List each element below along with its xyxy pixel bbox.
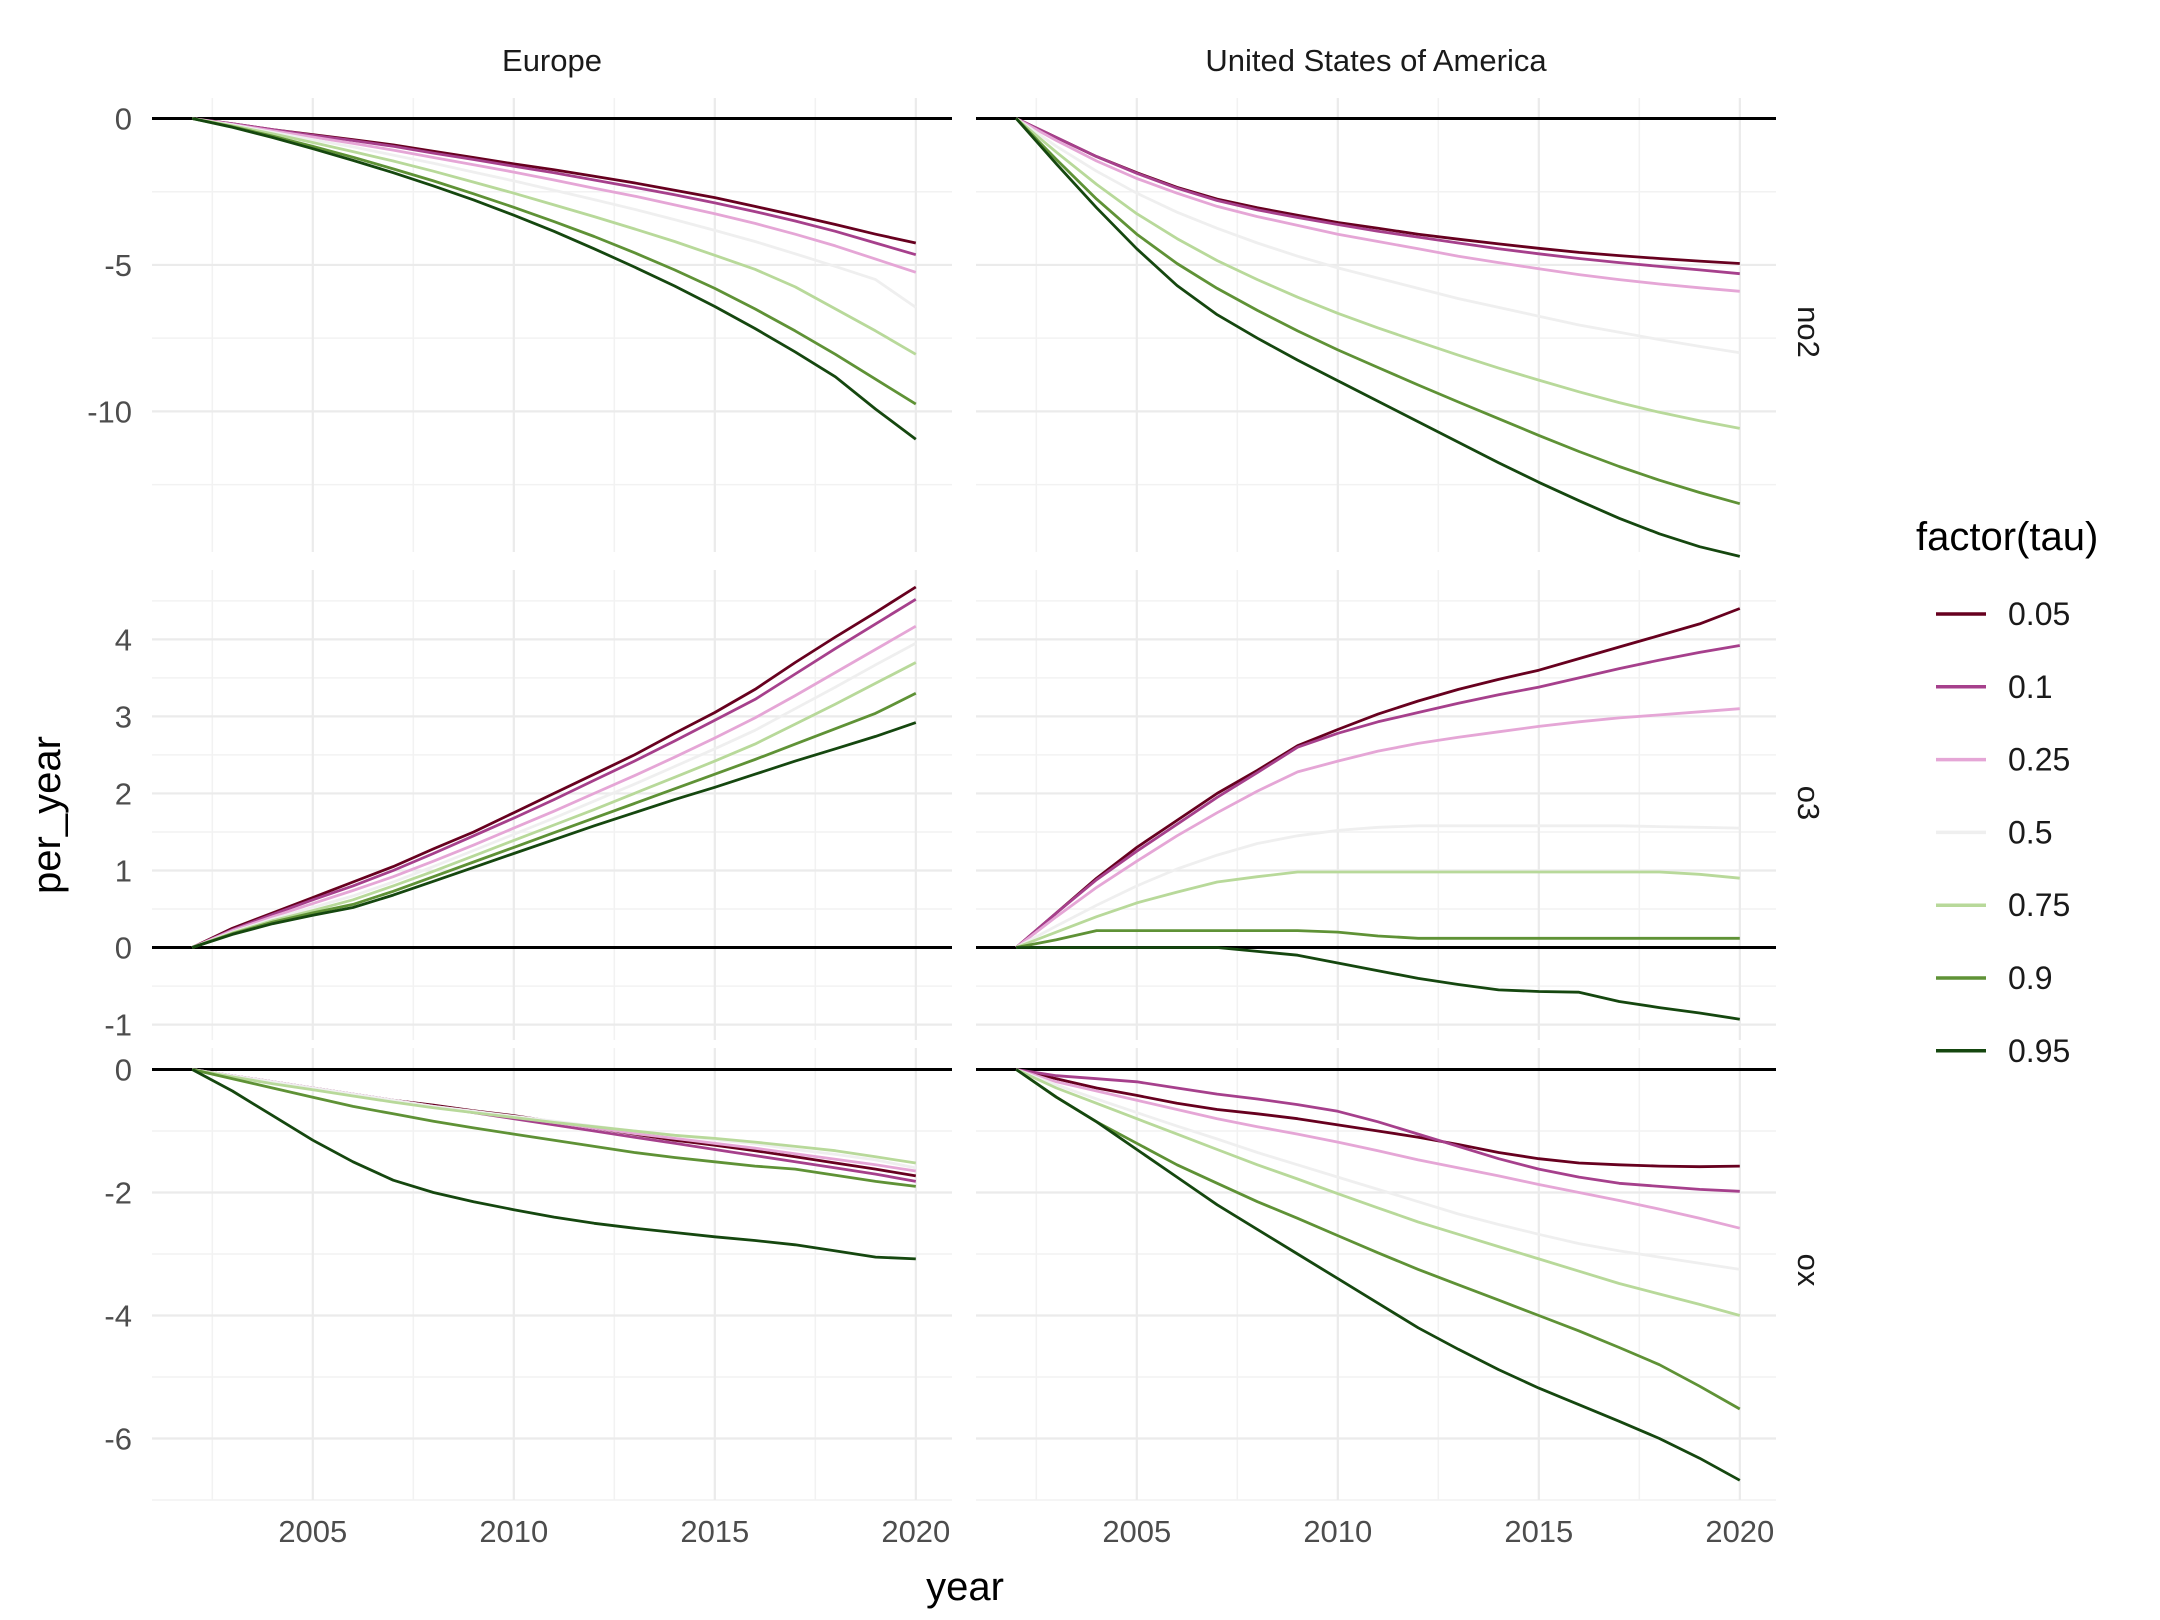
series-line-europe-ox-tau-0-5 (191, 1068, 917, 1170)
series-line-united-states-of-america-no2-tau-0-95 (1015, 117, 1741, 558)
series-line-europe-no2-tau-0-9 (191, 117, 917, 406)
series-line-united-states-of-america-no2-tau-0-25 (1015, 117, 1740, 293)
legend-item-0-95: 0.95 (1936, 1033, 2070, 1069)
series-line-united-states-of-america-ox-tau-0-1 (1015, 1068, 1740, 1193)
y-tick-label-o3: -1 (104, 1008, 132, 1043)
series-line-europe-o3-tau-0-05 (191, 585, 917, 949)
series-line-europe-no2-tau-0-75 (191, 117, 917, 356)
series-line-united-states-of-america-ox-tau-0-05 (1015, 1068, 1740, 1169)
series-line-united-states-of-america-no2-tau-0-75 (1015, 117, 1741, 430)
gridlines-europe-no2 (152, 98, 952, 552)
x-tick-label: 2015 (680, 1514, 749, 1549)
series-line-europe-ox-tau-0-9 (191, 1068, 916, 1188)
series-line-europe-o3-tau-0-75 (191, 661, 917, 949)
gridlines-europe-ox (152, 1048, 952, 1501)
series-line-europe-no2-tau-0-95 (191, 117, 917, 441)
y-tick-label-no2: 0 (115, 102, 132, 137)
gridlines-united-states-of-america-ox (976, 1048, 1776, 1501)
facet-strip-no2: no2 (1791, 306, 1826, 358)
legend-title: factor(tau) (1916, 515, 2098, 559)
series-line-europe-ox-tau-0-95 (191, 1068, 916, 1261)
x-axis-title: year (926, 1565, 1004, 1609)
y-tick-label-o3: 1 (115, 853, 132, 888)
series-line-united-states-of-america-o3-tau-0-9 (1015, 929, 1740, 949)
panel-united-states-of-america-o3 (976, 570, 1776, 1040)
series-line-europe-o3-tau-0-25 (191, 624, 917, 949)
legend-item-0-75: 0.75 (1936, 887, 2070, 923)
y-tick-label-o3: 3 (115, 699, 132, 734)
gridlines-europe-o3 (152, 570, 952, 1040)
series-line-united-states-of-america-ox-tau-0-5 (1015, 1068, 1741, 1271)
legend-label-0-5: 0.5 (2008, 814, 2052, 850)
series-line-united-states-of-america-o3-tau-0-95 (1016, 946, 1741, 1021)
x-tick-label: 2010 (479, 1514, 548, 1549)
series-line-europe-no2-tau-0-1 (192, 117, 917, 257)
series-line-europe-no2-tau-0-5 (191, 117, 917, 309)
legend-label-0-1: 0.1 (2008, 669, 2052, 705)
x-tick-label: 2005 (278, 1514, 347, 1549)
legend-item-0-9: 0.9 (1936, 960, 2052, 996)
legend-item-0-25: 0.25 (1936, 742, 2070, 778)
x-tick-label: 2015 (1504, 1514, 1573, 1549)
series-line-europe-o3-tau-0-5 (191, 641, 917, 949)
x-tick-label: 2020 (1705, 1514, 1774, 1549)
series-line-united-states-of-america-ox-tau-0-75 (1015, 1068, 1741, 1317)
facet-strip-united-states-of-america: United States of America (1205, 43, 1547, 78)
series-line-united-states-of-america-ox-tau-0-9 (1015, 1068, 1741, 1411)
panel-united-states-of-america-no2 (976, 98, 1776, 558)
legend-item-0-5: 0.5 (1936, 814, 2052, 850)
panel-united-states-of-america-ox: 2005 2010 2015 2020 (976, 1048, 1776, 1549)
y-tick-label-o3: 0 (115, 931, 132, 966)
facet-strips: Europe United States of America no2 o3 o… (502, 43, 1826, 1287)
y-tick-label-no2: -10 (87, 394, 132, 429)
x-tick-label: 2005 (1102, 1514, 1171, 1549)
series-line-united-states-of-america-o3-tau-0-75 (1015, 870, 1740, 949)
series-line-europe-ox-tau-0-75 (191, 1068, 917, 1165)
series-line-europe-no2-tau-0-25 (191, 117, 917, 274)
series-line-united-states-of-america-o3-tau-0-25 (1015, 707, 1740, 949)
series-line-united-states-of-america-o3-tau-0-05 (1015, 607, 1741, 949)
y-axis-title: per_year (25, 736, 69, 894)
series-line-united-states-of-america-no2-tau-0-9 (1015, 117, 1741, 506)
legend: factor(tau) 0.05 0.1 0.25 0.5 0.75 0.9 0.95 (1916, 515, 2098, 1069)
panel-europe-o3: -1 0 1 2 3 4 (104, 570, 952, 1043)
y-tick-label-ox: 0 (115, 1053, 132, 1088)
facet-strip-ox: ox (1791, 1254, 1826, 1287)
y-tick-label-ox: -6 (104, 1422, 132, 1457)
facet-strip-europe: Europe (502, 43, 602, 78)
legend-label-0-9: 0.9 (2008, 960, 2052, 996)
series-line-europe-o3-tau-0-95 (191, 721, 917, 949)
legend-item-0-05: 0.05 (1936, 596, 2070, 632)
series-line-united-states-of-america-no2-tau-0-1 (1015, 117, 1740, 276)
legend-label-0-75: 0.75 (2008, 887, 2070, 923)
series-line-united-states-of-america-o3-tau-0-1 (1015, 644, 1741, 949)
series-line-united-states-of-america-o3-tau-0-5 (1015, 824, 1740, 949)
y-tick-label-o3: 2 (115, 776, 132, 811)
legend-items: 0.05 0.1 0.25 0.5 0.75 0.9 0.95 (1936, 596, 2070, 1069)
legend-label-0-25: 0.25 (2008, 742, 2070, 778)
y-tick-label-ox: -2 (104, 1176, 132, 1211)
panel-europe-no2: 0 -5 -10 (87, 98, 952, 552)
facet-strip-o3: o3 (1791, 786, 1826, 820)
series-line-united-states-of-america-ox-tau-0-95 (1015, 1068, 1741, 1482)
y-tick-label-ox: -4 (104, 1299, 132, 1334)
series-line-europe-o3-tau-0-1 (191, 598, 917, 949)
legend-label-0-05: 0.05 (2008, 596, 2070, 632)
series-line-united-states-of-america-no2-tau-0-5 (1015, 117, 1741, 355)
gridlines-united-states-of-america-no2 (976, 98, 1776, 552)
x-tick-label: 2010 (1303, 1514, 1372, 1549)
series-line-united-states-of-america-ox-tau-0-25 (1015, 1068, 1741, 1230)
panel-europe-ox: 0 -2 -4 -6 2005 2010 2015 2020 (104, 1048, 952, 1549)
series-line-europe-o3-tau-0-9 (191, 692, 917, 949)
y-tick-label-no2: -5 (104, 248, 132, 283)
legend-item-0-1: 0.1 (1936, 669, 2052, 705)
x-tick-label: 2020 (881, 1514, 950, 1549)
legend-label-0-95: 0.95 (2008, 1033, 2070, 1069)
y-tick-label-o3: 4 (115, 622, 132, 657)
